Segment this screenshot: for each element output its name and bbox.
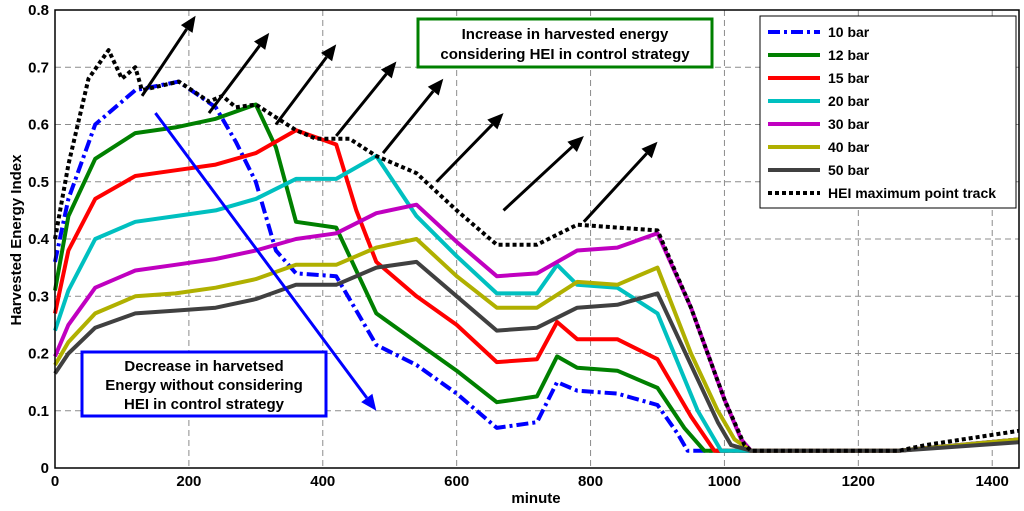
increase-arrow-shaft: [140, 28, 188, 97]
y-tick-label: 0.8: [28, 2, 49, 19]
series-line-hei-maximum-point-track: [53, 48, 1020, 453]
x-tick-label: 1200: [842, 473, 875, 490]
increase-arrow-head: [427, 78, 444, 96]
decrease-arrow-head: [361, 393, 377, 411]
increase-arrow-head: [321, 44, 337, 62]
increase-annotation: Increase in harvested energy considering…: [416, 17, 714, 69]
increase-arrow-head: [380, 61, 397, 79]
legend-label: HEI maximum point track: [828, 185, 996, 201]
legend-label: 30 bar: [828, 116, 870, 132]
increase-arrow-shaft: [582, 152, 648, 223]
y-axis-label: Harvested Energy Index: [8, 154, 25, 326]
trend-arrows: [140, 15, 658, 411]
series-line-20-bar: [53, 154, 1020, 453]
legend-label: 12 bar: [828, 47, 870, 63]
y-tick-label: 0.7: [28, 59, 49, 76]
series-line-40-bar: [53, 237, 1020, 453]
series-line-15-bar: [53, 128, 1020, 453]
y-tick-label: 0.2: [28, 346, 49, 363]
legend-box: [759, 15, 1017, 209]
x-tick-label: 0: [51, 473, 59, 490]
series-lines: [53, 48, 1020, 453]
x-tick-label: 600: [444, 473, 469, 490]
x-tick-label: 400: [310, 473, 335, 490]
y-tick-label: 0.4: [28, 231, 50, 248]
decrease-annotation-line2: Energy without considering: [105, 377, 303, 394]
increase-arrow-shaft: [381, 90, 435, 155]
increase-arrow-shaft: [435, 123, 494, 183]
legend-label: 20 bar: [828, 93, 870, 109]
legend-label: 40 bar: [828, 139, 870, 155]
x-tick-label: 800: [578, 473, 603, 490]
legend-label: 10 bar: [828, 24, 870, 40]
series-line-12-bar: [53, 102, 1020, 453]
increase-annotation-line2: considering HEI in control strategy: [440, 46, 690, 63]
y-tick-label: 0.5: [28, 174, 49, 191]
increase-arrow-head: [254, 32, 270, 50]
axis-ticks: 0 200 400 600 800 1000 1200 1400 0 0.1 0.2 0.3 0.4 0.…: [28, 2, 1009, 490]
legend-label: 15 bar: [828, 70, 870, 86]
decrease-annotation: Decrease in harvetsed Energy without con…: [80, 350, 328, 418]
y-tick-label: 0.3: [28, 288, 49, 305]
decrease-annotation-line1: Decrease in harvetsed: [124, 358, 283, 375]
y-tick-label: 0.6: [28, 117, 49, 134]
decrease-arrow-shaft: [154, 112, 369, 399]
x-tick-label: 1000: [708, 473, 741, 490]
increase-arrow-head: [567, 136, 584, 152]
x-tick-label: 1400: [976, 473, 1009, 490]
increase-arrow-head: [180, 15, 196, 33]
increase-arrow-head: [487, 113, 504, 130]
legend-label: 50 bar: [828, 162, 870, 178]
increase-arrow-head: [641, 141, 658, 159]
series-line-50-bar: [53, 259, 1020, 453]
x-tick-label: 200: [176, 473, 201, 490]
x-axis-label: minute: [511, 490, 560, 507]
increase-annotation-line1: Increase in harvested energy: [462, 26, 669, 43]
y-tick-label: 0.1: [28, 403, 49, 420]
increase-arrow-shaft: [335, 73, 388, 137]
y-tick-label: 0: [41, 460, 49, 477]
increase-arrow-shaft: [274, 56, 328, 126]
legend: 10 bar 12 bar 15 bar 20 bar 30 bar 40 bar 50 b…: [759, 15, 1017, 209]
decrease-annotation-line3: HEI in control strategy: [124, 396, 285, 413]
increase-arrow-shaft: [207, 44, 261, 114]
increase-arrow-shaft: [502, 145, 574, 212]
plot-frame: [54, 9, 1020, 469]
